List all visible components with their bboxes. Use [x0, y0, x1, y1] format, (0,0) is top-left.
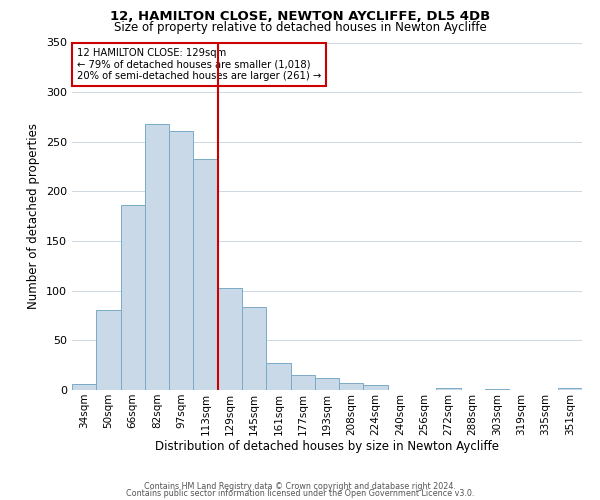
Text: Contains HM Land Registry data © Crown copyright and database right 2024.: Contains HM Land Registry data © Crown c… — [144, 482, 456, 491]
Bar — [96, 310, 121, 390]
Bar — [242, 306, 266, 390]
X-axis label: Distribution of detached houses by size in Newton Aycliffe: Distribution of detached houses by size … — [155, 440, 499, 454]
Bar — [72, 384, 96, 390]
Bar — [485, 389, 509, 390]
Bar — [121, 206, 145, 390]
Bar — [266, 363, 290, 390]
Text: Contains public sector information licensed under the Open Government Licence v3: Contains public sector information licen… — [126, 489, 474, 498]
Bar — [218, 288, 242, 390]
Text: Size of property relative to detached houses in Newton Aycliffe: Size of property relative to detached ho… — [113, 21, 487, 34]
Bar — [145, 124, 169, 390]
Bar — [290, 375, 315, 390]
Bar — [169, 131, 193, 390]
Bar — [339, 383, 364, 390]
Bar — [558, 388, 582, 390]
Bar — [364, 385, 388, 390]
Bar — [193, 158, 218, 390]
Bar — [436, 388, 461, 390]
Y-axis label: Number of detached properties: Number of detached properties — [28, 123, 40, 309]
Bar — [315, 378, 339, 390]
Text: 12, HAMILTON CLOSE, NEWTON AYCLIFFE, DL5 4DB: 12, HAMILTON CLOSE, NEWTON AYCLIFFE, DL5… — [110, 10, 490, 23]
Text: 12 HAMILTON CLOSE: 129sqm
← 79% of detached houses are smaller (1,018)
20% of se: 12 HAMILTON CLOSE: 129sqm ← 79% of detac… — [77, 48, 322, 81]
